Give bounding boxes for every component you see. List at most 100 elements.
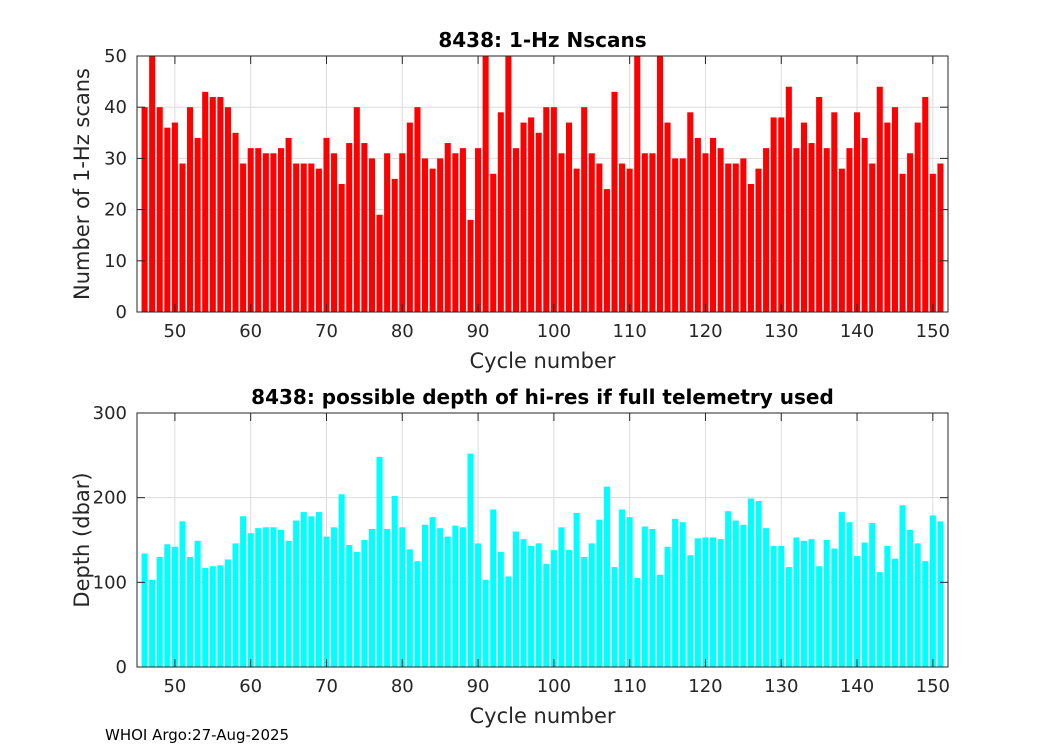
bar-cycle-71 [331,153,338,312]
bar-cycle-150 [929,515,936,667]
bar-cycle-47 [149,56,156,312]
bar-cycle-148 [914,543,921,667]
bar-cycle-68 [308,163,315,312]
bar-cycle-84 [429,517,436,667]
footer-credit: WHOI Argo:27-Aug-2025 [105,726,290,744]
x-tick-label: 60 [239,676,262,697]
bar-cycle-66 [293,520,300,667]
bar-cycle-77 [376,214,383,312]
x-tick-label: 120 [688,676,722,697]
bar-cycle-133 [800,540,808,667]
bar-cycle-100 [550,107,557,312]
bar-cycle-86 [444,143,451,312]
bar-cycle-53 [194,137,201,312]
bar-cycle-99 [543,107,550,312]
y-tick-label: 30 [104,148,127,169]
bar-cycle-69 [315,168,322,312]
bar-cycle-60 [247,148,254,312]
bar-cycle-102 [565,550,573,667]
bar-cycle-104 [581,107,588,312]
bar-cycle-74 [353,551,360,667]
bar-cycle-103 [573,512,580,667]
bar-cycle-108 [611,91,618,312]
bar-cycle-106 [596,519,603,667]
bar-cycle-51 [179,521,186,667]
bar-cycle-141 [861,137,868,312]
bar-cycle-72 [338,184,345,312]
bar-cycle-150 [929,173,936,312]
bar-cycle-141 [861,542,868,667]
bar-cycle-118 [687,112,694,312]
bar-cycle-54 [202,567,209,667]
bar-cycle-78 [384,528,391,667]
x-tick-label: 140 [840,676,874,697]
bar-cycle-73 [346,545,353,667]
bar-cycle-53 [194,540,201,667]
bar-cycle-81 [406,122,413,312]
bar-cycle-111 [634,578,641,667]
y-tick-label: 50 [104,46,127,67]
bar-cycle-70 [323,536,330,667]
bar-cycle-63 [270,527,277,667]
bar-cycle-92 [490,509,497,667]
bar-cycle-135 [816,96,823,313]
bar-cycle-68 [308,516,315,667]
bar-cycle-149 [922,96,929,313]
y-tick-label: 300 [93,403,127,424]
bar-cycle-57 [224,559,231,667]
y-tick-label: 10 [104,251,127,272]
bar-cycle-112 [641,153,648,312]
bar-cycle-131 [785,567,792,667]
bar-cycle-146 [899,173,906,312]
bar-cycle-130 [778,545,785,667]
bar-cycle-126 [747,184,754,312]
bar-cycle-117 [679,522,686,667]
bar-cycle-149 [922,561,929,667]
bar-cycle-129 [770,117,777,312]
axes-box [136,55,949,313]
bar-cycle-104 [581,556,588,667]
bar-cycle-79 [391,495,398,667]
bar-cycle-46 [141,553,148,667]
x-tick-label: 100 [537,321,571,342]
bar-cycle-101 [558,527,565,667]
x-axis-label: Cycle number [469,704,615,728]
axes-box [136,412,949,668]
bar-cycle-121 [710,137,717,312]
bar-cycle-133 [800,122,808,312]
x-tick-label: 50 [163,321,186,342]
bar-cycle-124 [732,520,739,667]
bar-cycle-52 [187,107,194,312]
bar-cycle-142 [869,523,876,667]
bar-cycle-83 [421,524,429,667]
bar-cycle-147 [907,153,914,312]
bar-cycle-86 [444,536,451,667]
bar-cycle-132 [793,537,800,667]
bar-cycle-97 [528,117,535,312]
bar-cycle-125 [740,158,747,312]
bar-cycle-48 [156,107,163,312]
bar-cycle-97 [528,545,535,667]
bar-cycle-128 [763,528,770,667]
bar-cycle-51 [179,163,186,312]
x-tick-label: 150 [916,321,950,342]
bar-cycle-49 [164,544,171,667]
bar-cycle-73 [346,143,353,312]
bar-cycle-80 [399,153,406,312]
bar-cycle-117 [679,158,686,312]
bar-cycle-123 [725,511,732,667]
bar-cycle-55 [209,96,216,313]
bar-cycle-65 [285,540,292,667]
bar-cycle-129 [770,545,777,667]
bar-cycle-82 [414,107,421,312]
bar-cycle-109 [619,163,626,312]
bar-cycle-136 [823,148,830,312]
bar-cycle-138 [838,512,845,667]
x-tick-label: 130 [764,676,798,697]
bar-cycle-80 [399,527,406,667]
bar-cycle-105 [588,153,595,312]
bar-cycle-143 [876,86,883,312]
bar-cycle-144 [884,545,891,667]
bar-cycle-115 [664,546,671,667]
